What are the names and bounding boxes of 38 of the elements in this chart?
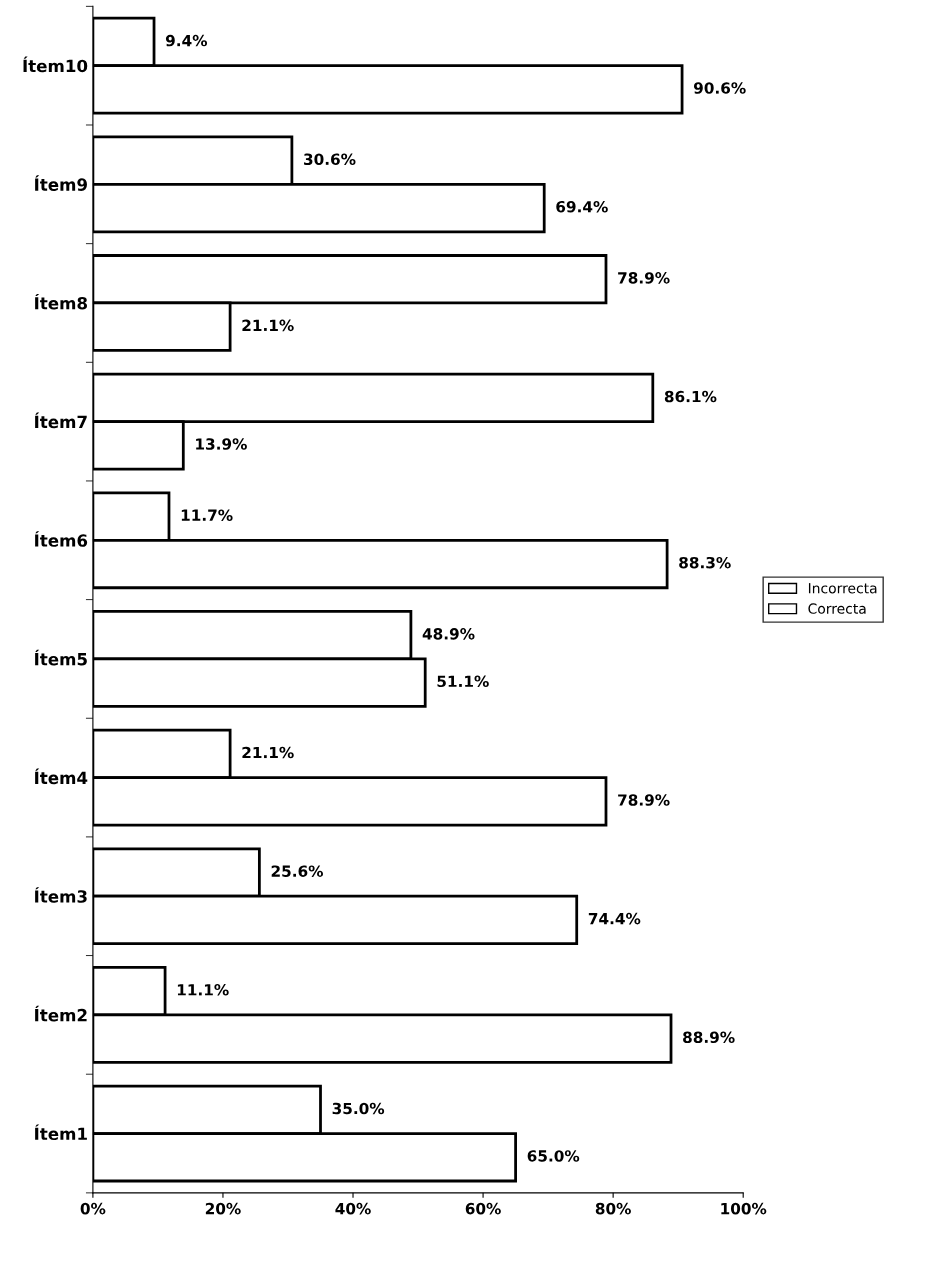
y-tick-label: Ítem5: [35, 649, 87, 666]
data-label: 35.0%: [332, 1102, 385, 1115]
x-tick-label: 40%: [335, 1202, 371, 1215]
data-label: 86.1%: [664, 390, 717, 403]
data-label: 78.9%: [618, 794, 670, 806]
data-label: 21.1%: [242, 319, 294, 332]
y-tick-label: Ítem4: [35, 768, 88, 785]
data-label: 88.9%: [683, 1031, 735, 1044]
y-tick-label: Ítem9: [35, 175, 87, 191]
x-tick-label: 60%: [465, 1202, 501, 1215]
y-tick-label: Ítem8: [35, 293, 88, 310]
x-tick-label: 20%: [205, 1202, 241, 1215]
data-label: 13.9%: [196, 438, 247, 450]
data-label: 11.7%: [181, 509, 233, 521]
data-label: 9.4%: [165, 34, 208, 47]
data-label: 30.6%: [304, 153, 356, 166]
data-label: 74.4%: [588, 912, 641, 925]
data-label: 69.4%: [556, 200, 608, 213]
data-label: 78.9%: [618, 272, 670, 284]
y-tick-label: Ítem7: [35, 412, 87, 429]
x-tick-label: 80%: [595, 1202, 631, 1215]
legend-label: Correcta: [808, 603, 866, 614]
data-label: 90.6%: [693, 82, 746, 94]
data-label: 25.6%: [271, 865, 323, 877]
x-tick-label: 0%: [80, 1202, 106, 1215]
legend-label: Incorrecta: [808, 583, 877, 594]
data-label: 65.0%: [527, 1150, 580, 1162]
data-label: 88.3%: [679, 556, 731, 569]
y-tick-label: Ítem10: [23, 56, 88, 73]
data-label: 48.9%: [422, 628, 475, 640]
y-tick-label: Ítem6: [35, 531, 88, 547]
x-tick-label: 100%: [721, 1202, 767, 1215]
data-label: 21.1%: [242, 746, 294, 759]
y-tick-label: Ítem1: [35, 1124, 87, 1141]
y-tick-label: Ítem3: [35, 887, 87, 903]
data-label: 51.1%: [437, 675, 489, 688]
y-tick-label: Ítem2: [35, 1005, 87, 1022]
data-label: 11.1%: [177, 984, 229, 996]
